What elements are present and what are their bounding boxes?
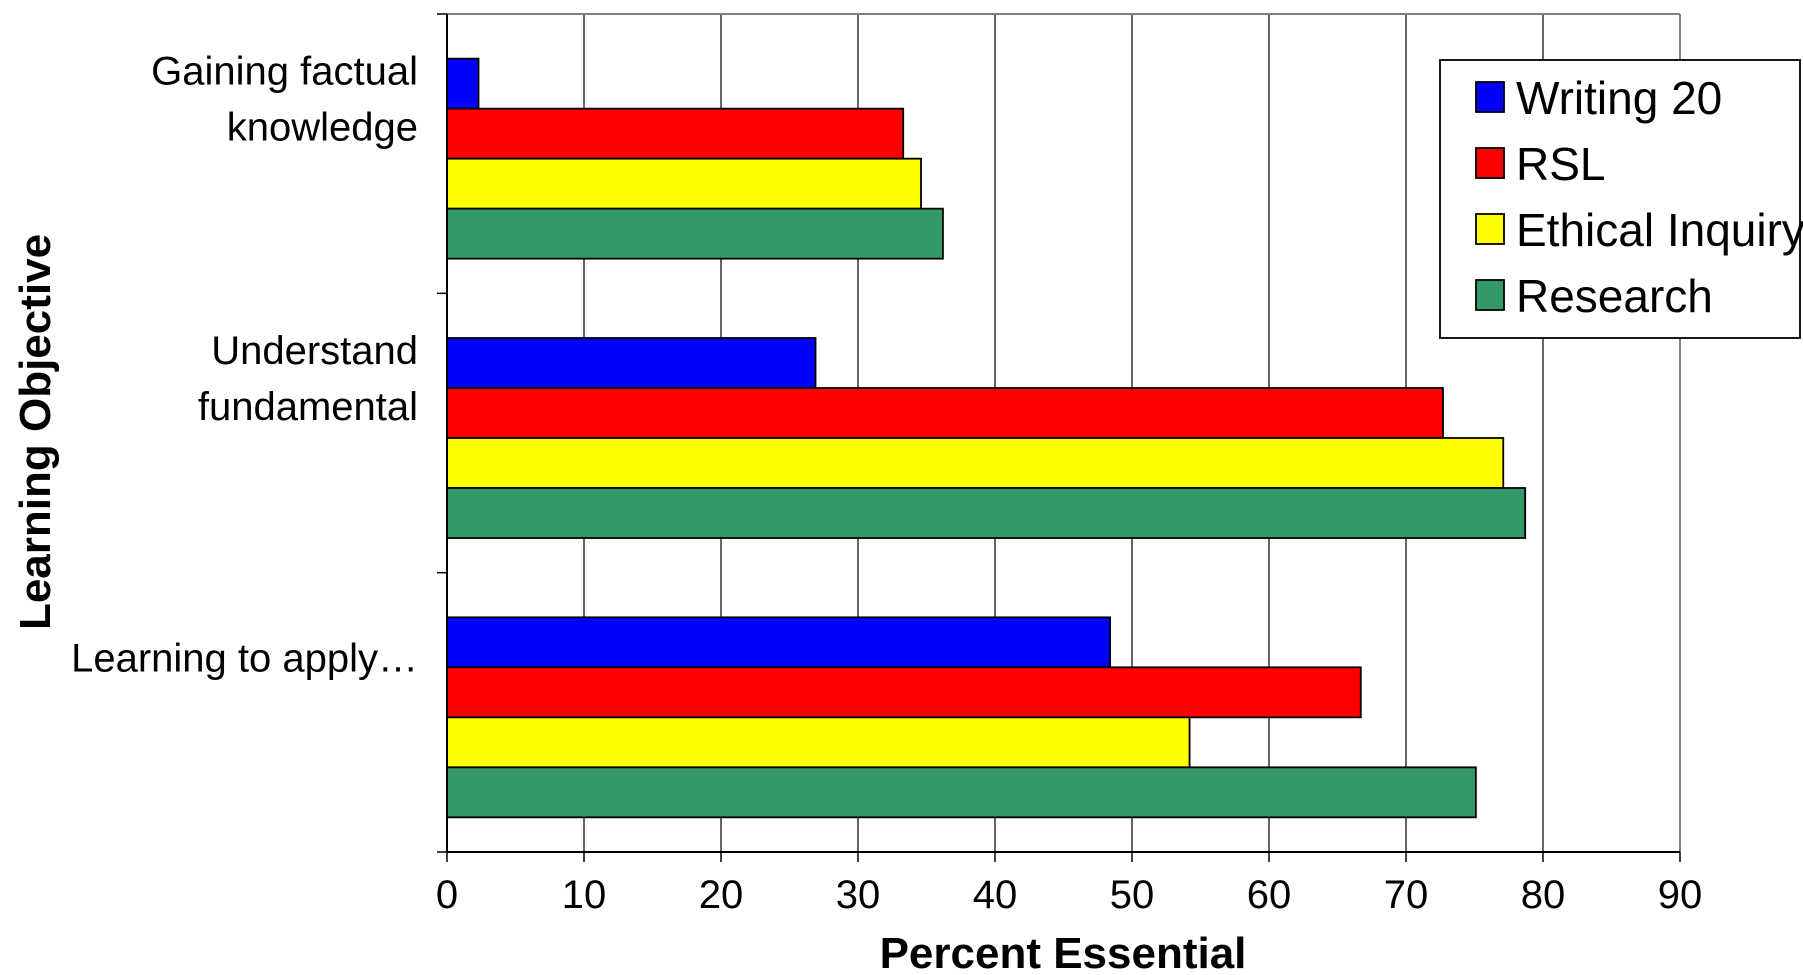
x-tick-label: 50 (1110, 873, 1155, 917)
legend-swatch (1475, 213, 1505, 245)
legend: Writing 20 RSL Ethical Inquiry Research (1439, 59, 1803, 339)
x-tick-label: 80 (1521, 873, 1566, 917)
bar (446, 437, 1505, 489)
bar (446, 107, 905, 160)
x-tick-label: 70 (1384, 873, 1429, 917)
category-label: Learning to apply… (71, 636, 418, 680)
legend-swatch (1475, 147, 1505, 179)
bar (446, 157, 922, 210)
x-tick-label: 60 (1247, 873, 1292, 917)
x-tick-label: 40 (973, 873, 1018, 917)
legend-label: RSL (1516, 138, 1605, 190)
x-tick-label: 20 (699, 873, 744, 917)
x-tick-label: 90 (1658, 873, 1703, 917)
bars (446, 57, 1527, 819)
bar (446, 487, 1527, 539)
bar (446, 207, 944, 260)
bar (446, 766, 1477, 819)
bar (446, 666, 1362, 719)
y-axis-title: Learning Objective (11, 234, 60, 630)
x-tick-labels: 0 10 20 30 40 50 60 70 80 90 (436, 873, 1702, 917)
legend-label: Ethical Inquiry (1516, 204, 1803, 256)
legend-label: Writing 20 (1516, 72, 1722, 124)
bar (446, 716, 1191, 769)
category-label: Understand fundamental (198, 329, 418, 429)
legend-swatch (1475, 81, 1505, 113)
legend-label: Research (1516, 270, 1713, 322)
x-tick-label: 0 (436, 873, 458, 917)
category-label: Gaining factual knowledge (151, 50, 418, 150)
x-axis-title: Percent Essential (880, 929, 1247, 975)
bar (446, 57, 480, 110)
bar (446, 616, 1111, 669)
legend-swatch (1475, 279, 1505, 311)
category-labels: Gaining factual knowledge Understand fundam… (71, 50, 418, 681)
bar (446, 337, 817, 389)
bar (446, 387, 1444, 439)
x-tick-label: 10 (562, 873, 607, 917)
x-tick-label: 30 (836, 873, 881, 917)
